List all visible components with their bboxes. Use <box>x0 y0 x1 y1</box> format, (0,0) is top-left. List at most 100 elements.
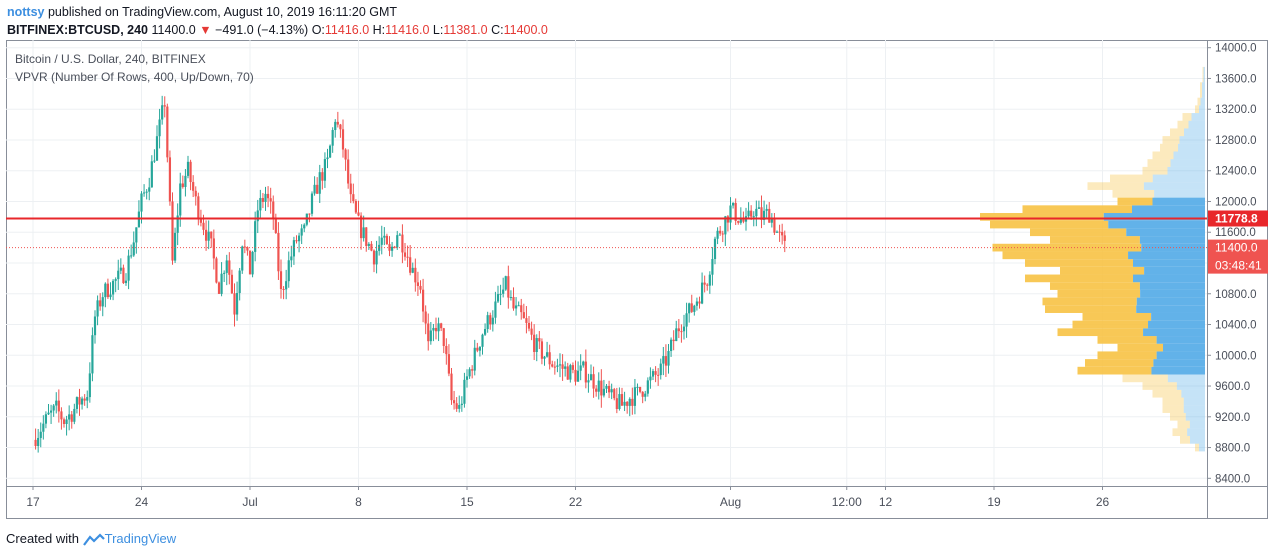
candle-up <box>65 419 68 424</box>
candle-up <box>465 376 469 380</box>
series-legend[interactable]: Bitcoin / U.S. Dollar, 240, BITFINEX <box>15 52 206 66</box>
created-with-text: Created with <box>6 531 79 546</box>
candle-down <box>540 341 544 359</box>
candle-up <box>682 326 686 332</box>
price-tick-label: 14000.0 <box>1215 43 1257 55</box>
candle-up <box>220 273 223 294</box>
volume-profile-up-bar <box>1163 343 1205 352</box>
publication-header: nottsy published on TradingView.com, Aug… <box>7 3 548 39</box>
candle-up <box>68 414 71 420</box>
volume-profile-down-bar <box>1202 66 1204 75</box>
candle-up <box>770 219 773 223</box>
candle-up <box>290 256 293 261</box>
candle-up <box>458 405 461 409</box>
volume-profile-up-bar <box>1152 197 1205 206</box>
candle-up <box>535 338 538 353</box>
candle-down <box>760 207 763 220</box>
candle-down <box>233 293 236 315</box>
volume-profile-down-bar <box>1117 197 1153 206</box>
candle-up <box>564 366 567 369</box>
candle-up <box>494 301 497 318</box>
candle-down <box>106 283 110 298</box>
candle-down <box>409 257 412 273</box>
candle-up <box>545 352 549 357</box>
candle-down <box>538 338 541 342</box>
candle-up <box>729 205 732 223</box>
candle-down <box>372 250 376 265</box>
volume-profile-up-bar <box>1139 282 1205 290</box>
candle-up <box>646 380 649 394</box>
volume-profile-down-bar <box>1172 428 1188 437</box>
candle-up <box>140 193 143 212</box>
volume-profile-down-bar <box>1162 136 1180 144</box>
candle-up <box>517 305 520 307</box>
candle-down <box>440 323 443 329</box>
time-tick-label: 17 <box>26 495 40 509</box>
candle-up <box>264 193 267 202</box>
candle-down <box>321 172 324 181</box>
candle-down <box>70 414 73 422</box>
candle-up <box>390 246 394 251</box>
candle-up <box>662 356 665 364</box>
candle-down <box>571 365 575 370</box>
volume-profile-down-bar <box>980 213 1104 221</box>
chart-canvas[interactable]: 14000.0 13600.0 13200.0 12800.0 12400.0 12000… <box>6 40 1268 519</box>
candle-up <box>695 301 699 306</box>
price-tick-label: 10000.0 <box>1215 350 1257 362</box>
author-name[interactable]: nottsy <box>7 5 45 19</box>
candle-up <box>473 347 476 371</box>
candle-down <box>530 328 533 335</box>
tradingview-brand[interactable]: TradingView <box>104 531 177 546</box>
candle-down <box>592 374 595 389</box>
volume-profile-up-bar <box>1167 166 1205 175</box>
symbol-line[interactable]: BITFINEX:BTCUSD, 240 <box>7 23 148 37</box>
volume-profile-up-bar <box>1153 359 1205 367</box>
candle-up <box>39 431 42 438</box>
price-tick-label: 9600.0 <box>1215 381 1250 393</box>
volume-profile-down-bar <box>1057 289 1141 298</box>
candle-down <box>406 256 409 258</box>
candle-down <box>354 201 358 213</box>
candle-down <box>261 198 265 202</box>
candle-up <box>52 405 55 411</box>
indicator-legend[interactable]: VPVR (Number Of Rows, 400, Up/Down, 70) <box>15 70 254 84</box>
candle-up <box>254 221 257 252</box>
candle-down <box>295 240 298 242</box>
volume-profile-up-bar <box>1152 174 1205 183</box>
volume-profile-up-bar <box>1173 151 1205 160</box>
candle-up <box>238 270 241 294</box>
volume-profile-up-bar <box>1183 405 1205 413</box>
chart-area[interactable]: 14000.0 13600.0 13200.0 12800.0 12400.0 12000… <box>6 40 1268 519</box>
open-label: O: <box>311 23 325 37</box>
candle-down <box>215 258 218 283</box>
price-tick-label: 9200.0 <box>1215 412 1250 424</box>
price-tick-label: 13200.0 <box>1215 104 1257 116</box>
candle-up <box>75 397 79 409</box>
candle-down <box>194 190 197 197</box>
time-tick-label: Aug <box>720 495 741 509</box>
candle-up <box>628 398 631 406</box>
candle-up <box>597 380 600 392</box>
candle-down <box>181 183 184 187</box>
candle-down <box>626 401 629 406</box>
volume-profile-down-bar <box>1200 89 1202 98</box>
candle-up <box>432 327 435 331</box>
candle-up <box>161 105 164 120</box>
candle-down <box>657 374 660 376</box>
price-tick-label: 11600.0 <box>1215 227 1256 239</box>
volume-profile-up-bar <box>1185 412 1205 421</box>
candle-down <box>414 267 417 283</box>
candle-up <box>618 394 621 410</box>
candle-up <box>127 255 130 281</box>
tradingview-logo-icon <box>82 533 105 546</box>
candle-up <box>362 227 365 239</box>
candle-up <box>331 130 334 146</box>
price-tick-label: 8400.0 <box>1215 473 1250 485</box>
candle-up <box>509 296 513 298</box>
low-label: L: <box>432 23 444 37</box>
candle-up <box>55 400 58 406</box>
candle-up <box>651 371 655 377</box>
candle-up <box>700 282 704 304</box>
volume-profile-down-bar <box>990 220 1109 229</box>
volume-profile-up-bar <box>1136 297 1205 306</box>
